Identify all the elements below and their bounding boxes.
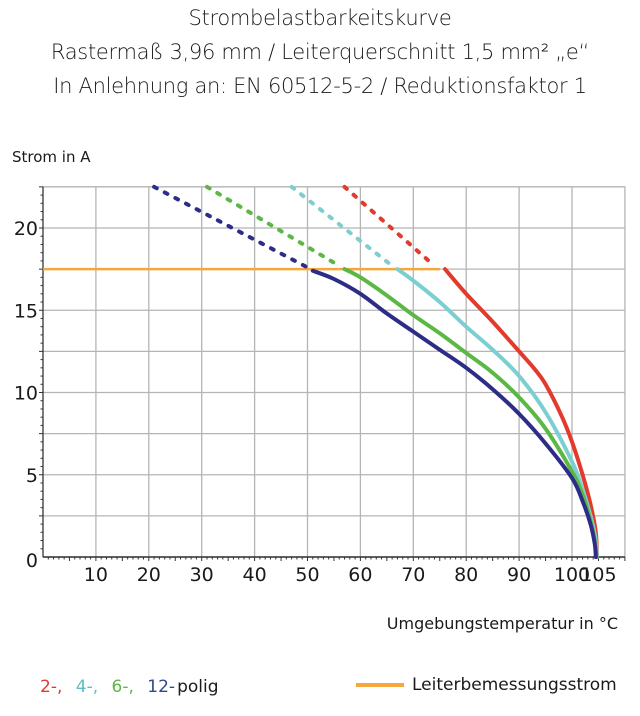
x-tick-label: 60 bbox=[348, 564, 372, 586]
x-tick-label: 105 bbox=[580, 564, 616, 586]
chart-subtitle-1: Rastermaß 3,96 mm / Leiterquerschnitt 1,… bbox=[50, 40, 590, 64]
series-extrapolation-1 bbox=[289, 184, 395, 268]
x-tick-label: 80 bbox=[454, 564, 478, 586]
x-tick-label: 50 bbox=[295, 564, 319, 586]
x-tick-label: 90 bbox=[507, 564, 531, 586]
chart-title: Strombelastbarkeitskurve bbox=[188, 6, 452, 30]
legend-item-12: 12- bbox=[147, 677, 176, 697]
series-extrapolation-2 bbox=[204, 184, 342, 268]
y-tick-label: 20 bbox=[14, 218, 38, 240]
y-tick-label: 5 bbox=[26, 465, 38, 487]
series-line-3 bbox=[310, 268, 598, 559]
x-tick-label: 20 bbox=[137, 564, 161, 586]
x-tick-label: 100 bbox=[554, 564, 590, 586]
series-line-1 bbox=[395, 267, 599, 559]
series-line-0 bbox=[443, 267, 599, 559]
x-axis-label: Umgebungstemperatur in °C bbox=[386, 614, 618, 633]
series-extrapolation-3 bbox=[152, 184, 310, 270]
legend-suffix: polig bbox=[177, 677, 219, 697]
x-tick-label: 30 bbox=[190, 564, 214, 586]
legend-item-4: 4-, bbox=[75, 677, 99, 697]
y-axis-label: Strom in A bbox=[12, 148, 91, 166]
x-tick-label: 10 bbox=[84, 564, 108, 586]
rated-current-swatch bbox=[356, 683, 404, 687]
series-legend: 2-, 4-, 6-, 12- polig bbox=[40, 677, 227, 697]
rated-current-legend: Leiterbemessungsstrom bbox=[356, 675, 617, 695]
rated-current-label: Leiterbemessungsstrom bbox=[412, 675, 617, 695]
y-tick-label: 0 bbox=[26, 550, 38, 572]
legend-item-2: 2-, bbox=[40, 677, 63, 697]
y-tick-label: 15 bbox=[14, 300, 38, 322]
x-tick-label: 70 bbox=[401, 564, 425, 586]
y-tick-label: 10 bbox=[14, 383, 38, 405]
chart-subtitle-2: In Anlehnung an: EN 60512-5-2 / Reduktio… bbox=[53, 74, 587, 98]
series-extrapolation-0 bbox=[342, 184, 437, 268]
legend-item-6: 6-, bbox=[111, 677, 134, 697]
x-tick-label: 40 bbox=[243, 564, 267, 586]
